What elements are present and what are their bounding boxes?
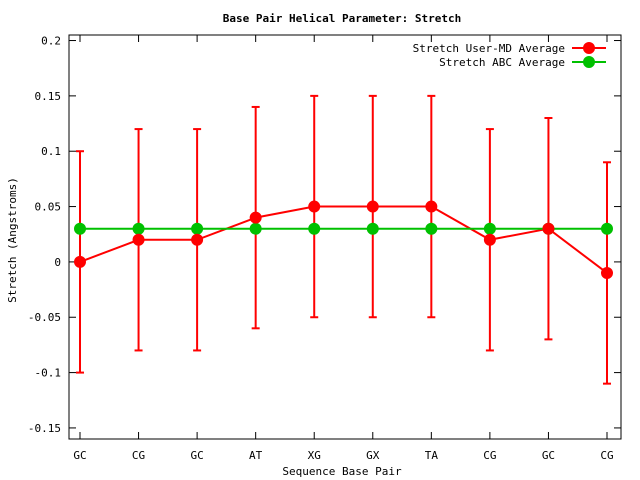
y-axis: -0.15 -0.1 -0.05 0 0.05 0.1 0.15 0.2 — [28, 35, 621, 435]
data-point — [132, 233, 145, 246]
series-points — [74, 200, 613, 279]
data-point — [366, 200, 379, 213]
x-tick-label: GX — [366, 449, 380, 462]
x-axis-label: Sequence Base Pair — [282, 465, 402, 478]
data-point — [249, 222, 262, 235]
data-point — [191, 222, 204, 235]
plot-frame — [68, 34, 622, 440]
data-point — [308, 200, 321, 213]
data-point — [425, 222, 438, 235]
legend-marker — [583, 56, 595, 68]
legend-label: Stretch User-MD Average — [413, 42, 565, 55]
data-point — [74, 222, 86, 235]
x-tick-label: GC — [542, 449, 555, 462]
y-tick-label: 0.15 — [35, 90, 62, 103]
y-tick-label: 0 — [54, 256, 61, 269]
data-point — [542, 222, 555, 235]
series-lines — [79, 205, 608, 274]
data-point — [483, 222, 496, 235]
x-tick-label: AT — [249, 449, 263, 462]
x-tick-label: CG — [483, 449, 496, 462]
y-tick-label: 0.1 — [41, 145, 61, 158]
data-point — [191, 233, 204, 246]
data-point — [132, 222, 145, 235]
chart-title: Base Pair Helical Parameter: Stretch — [223, 12, 461, 25]
y-tick-label: -0.1 — [35, 367, 62, 380]
data-point — [74, 255, 86, 268]
data-point — [366, 222, 379, 235]
series-line — [79, 205, 608, 274]
x-axis: GC CG GC AT XG GX TA CG GC CG — [73, 35, 614, 462]
x-tick-label: TA — [425, 449, 439, 462]
x-tick-label: CG — [600, 449, 613, 462]
y-tick-label: 0.05 — [35, 201, 62, 214]
legend-marker — [583, 42, 595, 54]
x-tick-label: GC — [190, 449, 203, 462]
data-point — [483, 233, 496, 246]
data-point — [308, 222, 321, 235]
x-tick-label: CG — [132, 449, 145, 462]
data-point — [601, 266, 613, 279]
y-tick-label: 0.2 — [41, 35, 61, 48]
x-tick-label: XG — [308, 449, 321, 462]
data-point — [601, 222, 613, 235]
y-tick-label: -0.15 — [28, 422, 61, 435]
data-point — [425, 200, 438, 213]
legend-label: Stretch ABC Average — [439, 56, 565, 69]
y-axis-label: Stretch (Angstroms) — [6, 177, 19, 303]
x-tick-label: GC — [73, 449, 86, 462]
y-tick-label: -0.05 — [28, 311, 61, 324]
data-point — [249, 211, 262, 224]
